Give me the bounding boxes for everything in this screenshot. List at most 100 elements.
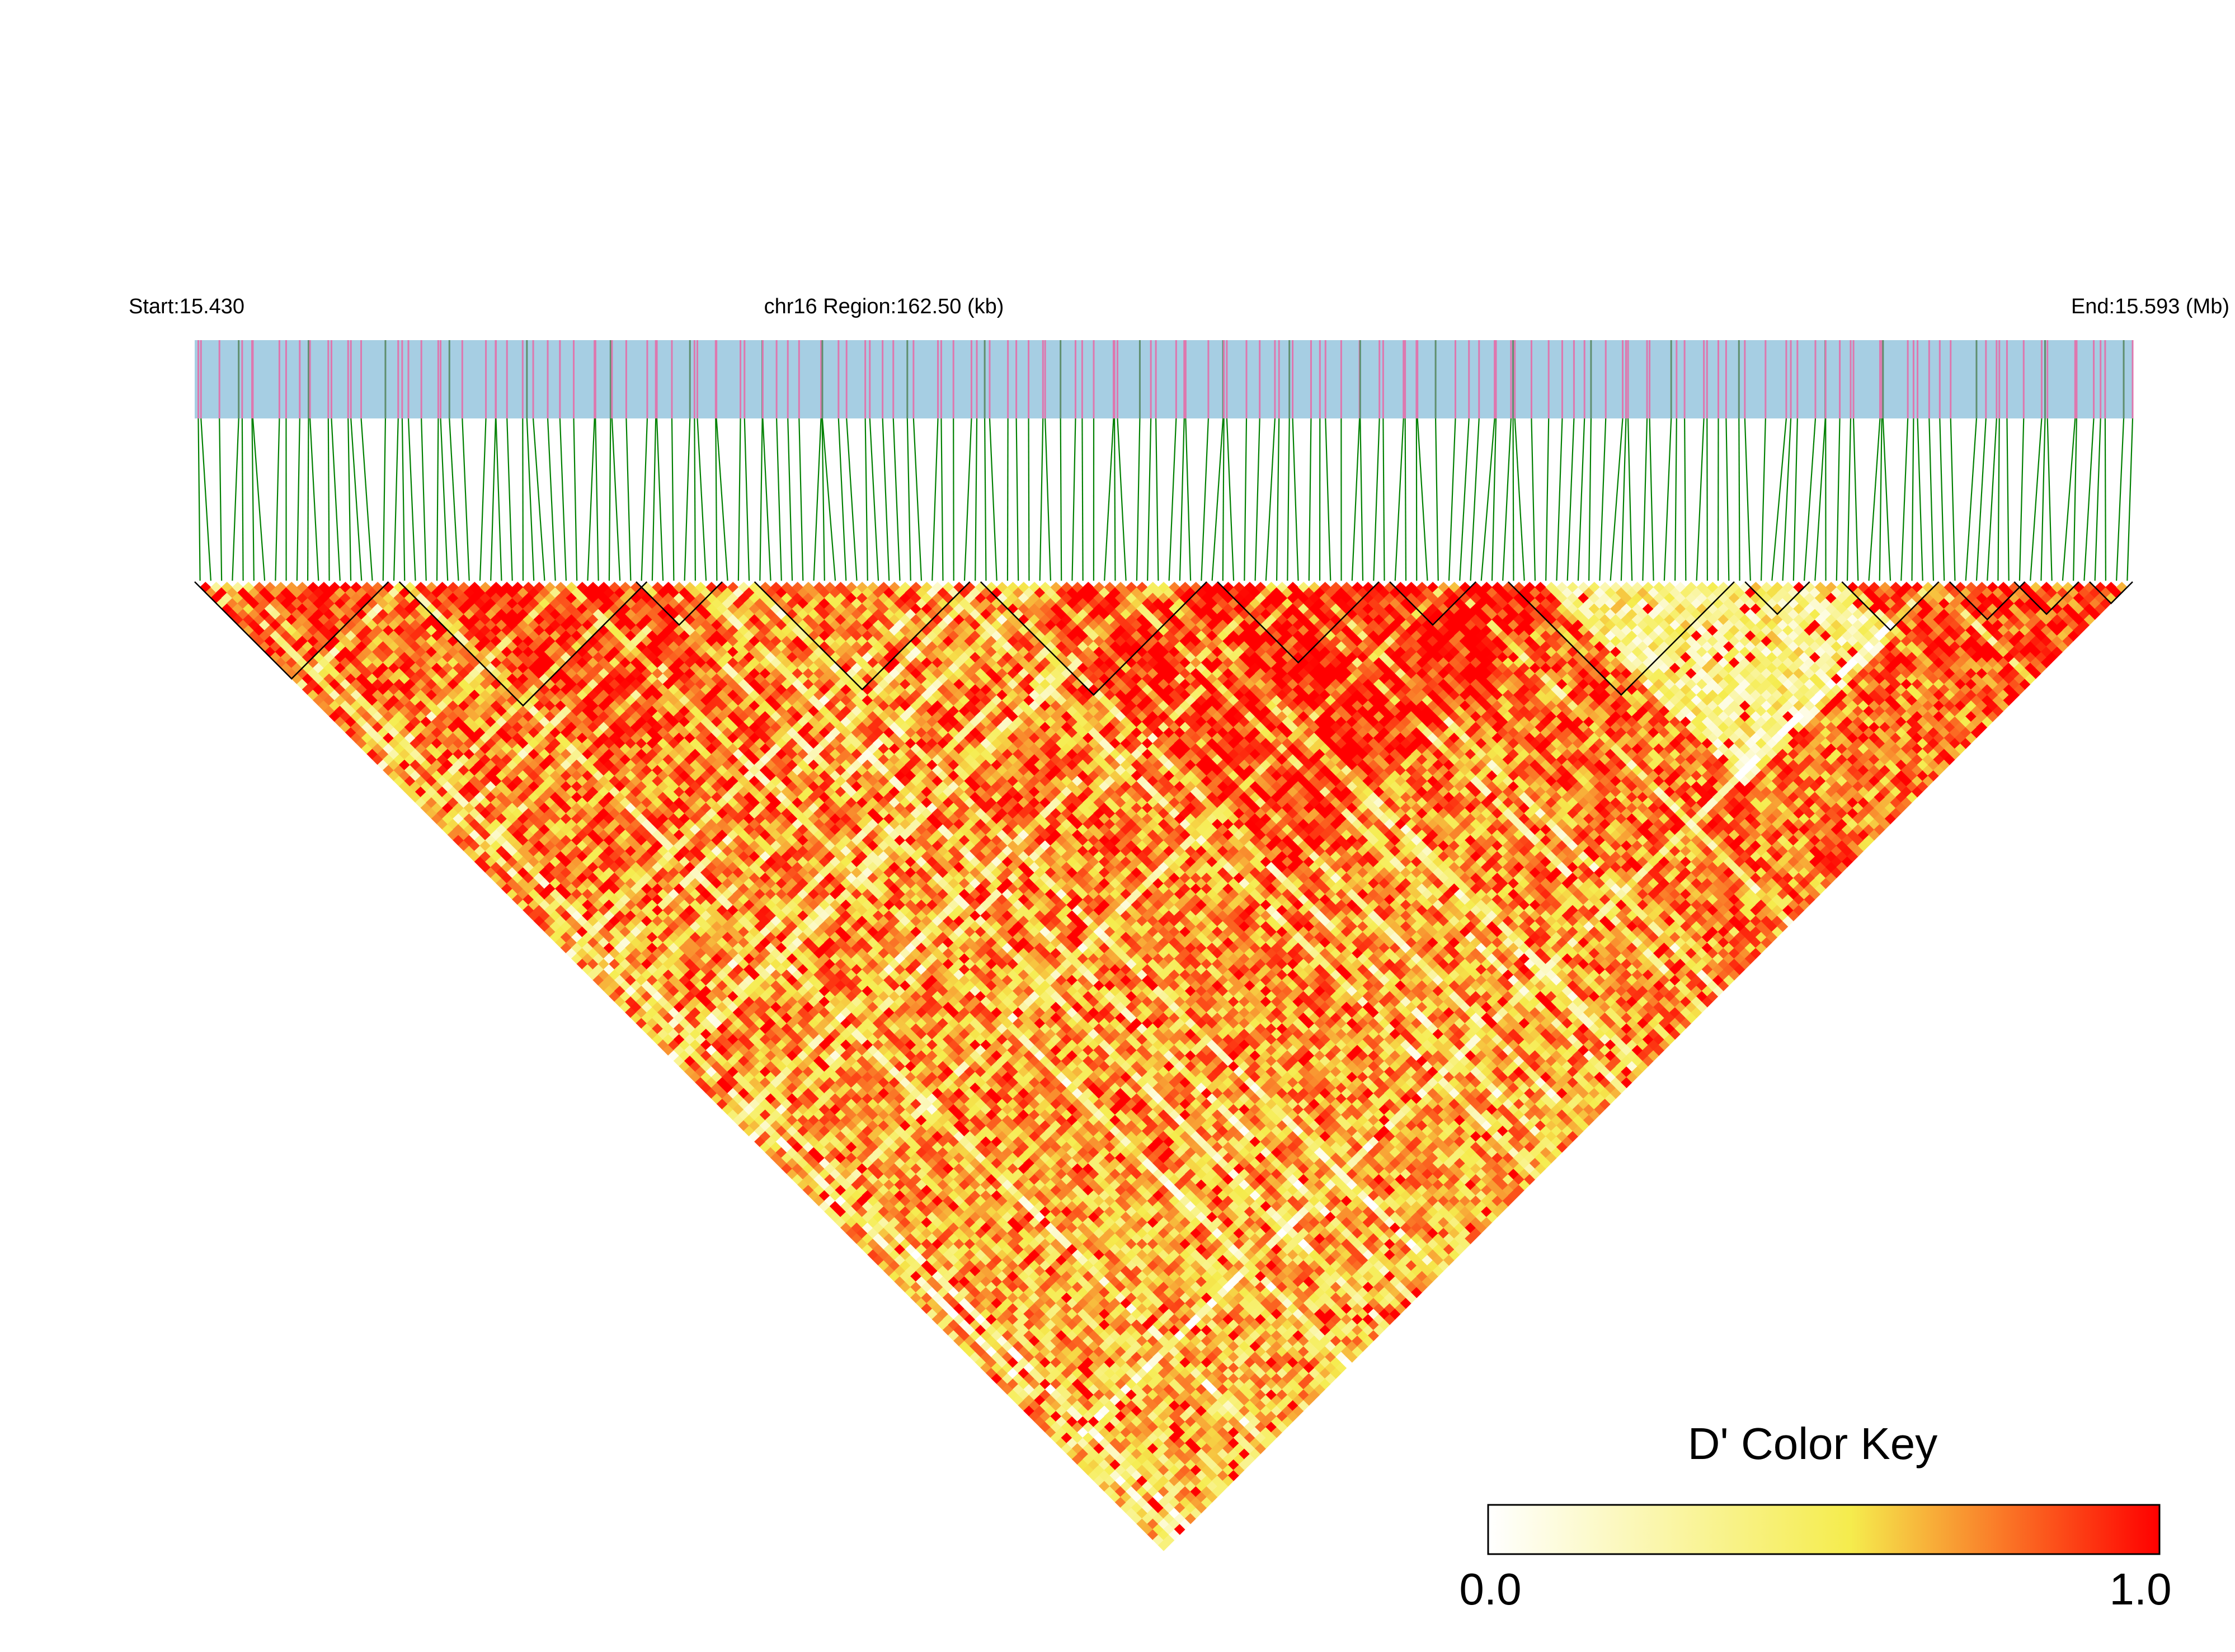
snp-connector-line: [1882, 418, 1891, 581]
snp-connector-line: [821, 418, 836, 581]
snp-connector-line: [1168, 418, 1177, 581]
snp-connector-line: [1577, 418, 1585, 581]
snp-connector-line: [241, 418, 244, 581]
snp-connector-line: [1117, 418, 1127, 581]
snp-connector-line: [436, 418, 439, 581]
snp-connector-line: [1928, 418, 1935, 581]
snp-connector-line: [837, 418, 847, 581]
snp-connector-line: [1556, 418, 1563, 581]
snp-connector-line: [1846, 418, 1852, 581]
snp-connector-line: [462, 418, 470, 581]
snp-connector-line: [2018, 418, 2025, 581]
snp-connector-line: [1044, 418, 1052, 581]
snp-connector-line: [2006, 418, 2010, 581]
snp-connector-line: [1071, 418, 1076, 581]
region-start-label: Start:15.430: [129, 295, 244, 318]
snp-connector-line: [1179, 418, 1185, 581]
snp-connector-line: [1222, 418, 1225, 581]
snp-connector-line: [1081, 418, 1084, 581]
snp-connector-line: [1308, 418, 1312, 581]
snp-connector-line: [1939, 418, 1945, 581]
snp-connector-line: [421, 418, 427, 581]
region-title: chr16 Region:162.50 (kb): [764, 295, 1004, 318]
snp-connector-line: [219, 418, 223, 581]
snp-connector-line: [2030, 418, 2043, 581]
snp-connector-line: [759, 418, 763, 581]
snp-connector-line: [963, 418, 972, 581]
snp-connector-line: [798, 418, 804, 581]
snp-connector-line: [989, 418, 997, 581]
snp-connector-line: [611, 418, 621, 581]
snp-connector-line: [846, 418, 858, 581]
snp-connector-line: [587, 418, 595, 581]
snp-connector-line: [1015, 418, 1019, 581]
snp-connector-line: [275, 418, 280, 581]
snp-connector-line: [490, 418, 497, 581]
snp-connector-line: [671, 418, 675, 581]
snp-connector-line: [382, 418, 387, 581]
snp-connector-line: [975, 418, 978, 581]
snp-connector-line: [2083, 418, 2095, 581]
snp-connector-line: [953, 418, 954, 581]
snp-connector-line: [697, 418, 707, 581]
snp-connector-line: [715, 418, 718, 581]
snp-connector-line: [1502, 418, 1512, 581]
ld-cell: [275, 582, 287, 593]
snp-connector-line: [684, 418, 691, 581]
snp-connector-line: [1696, 418, 1705, 581]
snp-connector-line: [1448, 418, 1456, 581]
snp-connector-line: [1868, 418, 1881, 581]
snp-connector-line: [1803, 418, 1817, 581]
snp-connector-line: [232, 418, 239, 581]
snp-connector-line: [1917, 418, 1923, 581]
snp-connector-line: [1185, 418, 1192, 581]
snp-connector-line: [440, 418, 449, 581]
variant-track-marks: [197, 340, 2134, 418]
snp-connector-line: [1104, 418, 1114, 581]
ld-heatmap-triangle: [200, 582, 2128, 1551]
snp-connector-line: [309, 418, 319, 581]
snp-connector-line: [1531, 418, 1536, 581]
snp-connector-line: [2126, 418, 2134, 581]
snp-connector-line: [1226, 418, 1235, 581]
snp-connector-line: [1965, 418, 1978, 581]
snp-connector-line: [906, 418, 911, 581]
snp-connector-line: [940, 418, 944, 581]
variant-track-background: [195, 340, 2133, 418]
snp-connector-line: [2094, 418, 2101, 581]
snp-connector-line: [1900, 418, 1909, 581]
snp-connector-line: [1373, 418, 1380, 581]
snp-connector-line: [1359, 418, 1364, 581]
snp-connector-line: [1276, 418, 1280, 581]
variant-track: [195, 340, 2134, 418]
snp-connector-line: [656, 418, 664, 581]
snp-connector-line: [1201, 418, 1209, 581]
snp-connector-line: [197, 418, 201, 581]
snp-connector-line: [1627, 418, 1633, 581]
snp-connector-line: [762, 418, 771, 581]
snp-connector-line: [813, 418, 822, 581]
snp-connector-line: [573, 418, 578, 581]
snp-connector-line: [625, 418, 632, 581]
snp-connector-line: [559, 418, 567, 581]
snp-connector-line: [479, 418, 487, 581]
snp-connector-line: [776, 418, 782, 581]
snp-connector-line: [449, 418, 459, 581]
snp-connector-line: [1136, 418, 1141, 581]
snp-connector-line: [252, 418, 266, 581]
snp-connector-line: [1512, 418, 1514, 581]
snp-connector-line: [2062, 418, 2076, 581]
ld-cell: [210, 582, 222, 593]
snp-connector-line: [694, 418, 696, 581]
snp-connector-line: [1566, 418, 1575, 581]
snp-connector-line: [2104, 418, 2106, 581]
snp-connector-line: [1254, 418, 1260, 581]
snp-connector-line: [2073, 418, 2078, 581]
snp-connector-line: [1211, 418, 1224, 581]
snp-connector-line: [787, 418, 793, 581]
snp-connector-line: [1113, 418, 1116, 581]
snp-connector-line: [1545, 418, 1550, 581]
snp-connector-line: [1950, 418, 1956, 581]
snp-connector-line: [1879, 418, 1883, 581]
snp-connector-line: [864, 418, 868, 581]
